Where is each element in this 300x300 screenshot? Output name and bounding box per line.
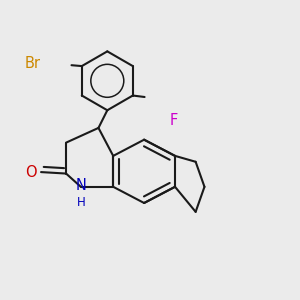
Text: O: O <box>25 165 37 180</box>
Text: F: F <box>169 113 177 128</box>
Text: H: H <box>76 196 85 208</box>
Text: N: N <box>75 178 86 193</box>
Text: Br: Br <box>25 56 41 70</box>
